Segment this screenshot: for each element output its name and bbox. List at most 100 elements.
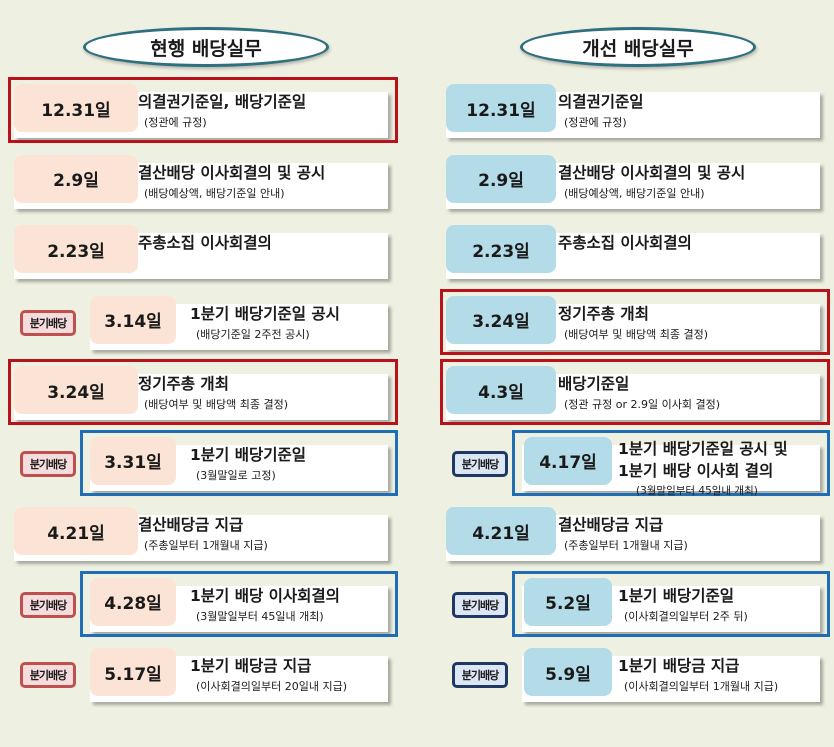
event-title: 1분기 배당기준일 xyxy=(618,586,735,605)
event-date: 4.21일 xyxy=(446,507,556,555)
blue-highlight-frame xyxy=(512,429,830,496)
timeline-row: 4.21일 결산배당금 지급 (주총일부터 1개월내 지급) xyxy=(440,505,830,561)
event-date: 12.31일 xyxy=(446,84,556,132)
event-date: 3.24일 xyxy=(14,366,138,414)
event-title: 1분기 배당기준일 공시 및 xyxy=(618,439,788,458)
event-title: 1분기 배당기준일 공시 xyxy=(190,304,340,323)
event-date: 2.9일 xyxy=(14,154,138,203)
event-date: 5.2일 xyxy=(524,577,612,626)
event-note: (정관 규정 or 2.9일 이사회 결정) xyxy=(564,398,721,411)
timeline-row: 2.23일 주총소집 이사회결의 xyxy=(8,223,398,279)
timeline-row: 분기배당 4.28일 1분기 배당 이사회결의 (3월말일부터 45일내 개최) xyxy=(8,570,398,637)
timeline-row: 12.31일 의결권기준일, 배당기준일 (정관에 규정) xyxy=(8,77,398,143)
event-note: (주총일부터 1개월내 지급) xyxy=(144,539,268,552)
timeline-row: 2.9일 결산배당 이사회결의 및 공시 (배당예상액, 배당기준일 안내) xyxy=(440,153,830,209)
event-title: 의결권기준일, 배당기준일 xyxy=(138,93,307,111)
event-text: 1분기 배당금 지급 (이사회결의일부터 20일내 지급) xyxy=(190,654,347,694)
timeline-row: 2.9일 결산배당 이사회결의 및 공시 (배당예상액, 배당기준일 안내) xyxy=(8,153,398,209)
quarterly-dividend-badge: 분기배당 xyxy=(20,591,76,618)
blue-highlight-frame xyxy=(80,429,398,496)
event-title: 결산배당 이사회결의 및 공시 xyxy=(138,163,326,182)
improved-practice-heading: 개선 배당실무 xyxy=(520,27,756,67)
event-text: 의결권기준일 (정관에 규정) xyxy=(558,90,644,130)
event-note: (배당여부 및 배당액 최종 결정) xyxy=(144,398,289,411)
event-text: 정기주총 개최 (배당여부 및 배당액 최종 결정) xyxy=(138,372,288,412)
timeline-row: 4.21일 결산배당금 지급 (주총일부터 1개월내 지급) xyxy=(8,505,398,561)
event-date: 4.28일 xyxy=(90,577,176,626)
event-title: 주총소집 이사회결의 xyxy=(558,234,692,252)
timeline-row: 2.23일 주총소집 이사회결의 xyxy=(440,223,830,279)
event-note: (3월말일로 고정) xyxy=(196,468,276,482)
event-title: 결산배당금 지급 xyxy=(558,516,664,534)
event-note: (주총일부터 1개월내 지급) xyxy=(564,539,688,552)
event-text: 의결권기준일, 배당기준일 (정관에 규정) xyxy=(138,90,306,130)
event-date: 5.17일 xyxy=(90,648,176,696)
quarterly-dividend-badge: 분기배당 xyxy=(452,591,508,618)
timeline-row: 분기배당 5.2일 1분기 배당기준일 (이사회결의일부터 2주 뒤) xyxy=(440,570,830,637)
event-text: 주총소집 이사회결의 xyxy=(558,231,692,253)
event-note: (배당여부 및 배당액 최종 결정) xyxy=(564,327,709,341)
event-note: (이사회결의일부터 20일내 지급) xyxy=(196,680,348,693)
event-note: (정관에 규정) xyxy=(144,116,207,129)
event-title: 1분기 배당금 지급 xyxy=(190,657,312,675)
timeline-row: 분기배당 4.17일 1분기 배당기준일 공시 및 1분기 배당 이사회 결의 (3월말… xyxy=(440,429,830,497)
current-practice-heading: 현행 배당실무 xyxy=(83,27,329,67)
event-text: 결산배당금 지급 (주총일부터 1개월내 지급) xyxy=(138,513,268,553)
timeline-row: 12.31일 의결권기준일 (정관에 규정) xyxy=(440,82,830,138)
event-title-line2: 1분기 배당 이사회 결의 xyxy=(618,461,774,480)
quarterly-dividend-badge: 분기배당 xyxy=(20,309,76,336)
event-note: (정관에 규정) xyxy=(564,116,627,129)
event-date: 2.23일 xyxy=(446,225,556,273)
event-title: 결산배당금 지급 xyxy=(138,516,244,534)
improved-timeline: 12.31일 의결권기준일 (정관에 규정) 2.9일 결산배당 이사회결의 및 공시 (… xyxy=(440,82,830,717)
event-date: 5.9일 xyxy=(524,648,612,696)
event-title: 1분기 배당기준일 xyxy=(190,445,307,464)
event-date: 4.21일 xyxy=(14,507,138,555)
event-note: (3월말일부터 45일내 개최) xyxy=(636,484,758,497)
timeline-row: 분기배당 5.17일 1분기 배당금 지급 (이사회결의일부터 20일내 지급) xyxy=(8,646,398,702)
quarterly-dividend-badge: 분기배당 xyxy=(452,450,508,477)
event-text: 1분기 배당기준일 (3월말일로 고정) xyxy=(190,443,306,483)
event-date: 3.24일 xyxy=(446,295,556,344)
timeline-row: 분기배당 3.31일 1분기 배당기준일 (3월말일로 고정) xyxy=(8,429,398,496)
event-date: 12.31일 xyxy=(14,84,138,132)
timeline-row: 분기배당 3.14일 1분기 배당기준일 공시 (배당기준일 2주전 공시) xyxy=(8,294,398,350)
event-title: 배당기준일 xyxy=(558,375,630,393)
event-date: 3.31일 xyxy=(90,436,176,485)
event-title: 1분기 배당 이사회결의 xyxy=(190,586,340,605)
event-title: 결산배당 이사회결의 및 공시 xyxy=(558,163,746,182)
event-title: 의결권기준일 xyxy=(558,93,644,111)
event-text: 배당기준일 (정관 규정 or 2.9일 이사회 결정) xyxy=(558,372,720,412)
event-date: 3.14일 xyxy=(90,295,176,344)
red-highlight-frame xyxy=(440,288,830,355)
event-text: 1분기 배당기준일 공시 및 1분기 배당 이사회 결의 (3월말일부터 45일내 … xyxy=(618,437,788,498)
event-date: 4.3일 xyxy=(446,366,556,414)
event-text: 정기주총 개최 (배당여부 및 배당액 최종 결정) xyxy=(558,302,708,342)
event-title: 정기주총 개최 xyxy=(138,375,229,393)
event-title: 정기주총 개최 xyxy=(558,304,649,323)
quarterly-dividend-badge: 분기배당 xyxy=(20,450,76,477)
quarterly-dividend-badge: 분기배당 xyxy=(20,662,76,688)
red-highlight-frame xyxy=(8,359,398,425)
blue-highlight-frame xyxy=(512,570,830,637)
event-date: 4.17일 xyxy=(524,436,612,485)
timeline-row: 3.24일 정기주총 개최 (배당여부 및 배당액 최종 결정) xyxy=(440,288,830,355)
timeline-row: 3.24일 정기주총 개최 (배당여부 및 배당액 최종 결정) xyxy=(8,359,398,425)
event-date: 2.23일 xyxy=(14,225,138,273)
event-note: (이사회결의일부터 2주 뒤) xyxy=(624,609,748,623)
timeline-row: 분기배당 5.9일 1분기 배당금 지급 (이사회결의일부터 1개월내 지급) xyxy=(440,646,830,702)
event-note: (3월말일부터 45일내 개최) xyxy=(196,609,324,623)
event-text: 1분기 배당금 지급 (이사회결의일부터 1개월내 지급) xyxy=(618,654,778,694)
blue-highlight-frame xyxy=(80,570,398,637)
event-note: (배당기준일 2주전 공시) xyxy=(196,327,310,341)
event-date: 2.9일 xyxy=(446,154,556,203)
event-title: 1분기 배당금 지급 xyxy=(618,657,740,675)
event-text: 결산배당 이사회결의 및 공시 (배당예상액, 배당기준일 안내) xyxy=(558,161,745,201)
event-note: (이사회결의일부터 1개월내 지급) xyxy=(624,680,779,693)
event-text: 1분기 배당기준일 (이사회결의일부터 2주 뒤) xyxy=(618,584,748,624)
red-highlight-frame xyxy=(440,359,830,425)
event-text: 1분기 배당 이사회결의 (3월말일부터 45일내 개최) xyxy=(190,584,340,624)
event-title: 주총소집 이사회결의 xyxy=(138,234,272,252)
event-text: 결산배당 이사회결의 및 공시 (배당예상액, 배당기준일 안내) xyxy=(138,161,325,201)
event-text: 결산배당금 지급 (주총일부터 1개월내 지급) xyxy=(558,513,688,553)
